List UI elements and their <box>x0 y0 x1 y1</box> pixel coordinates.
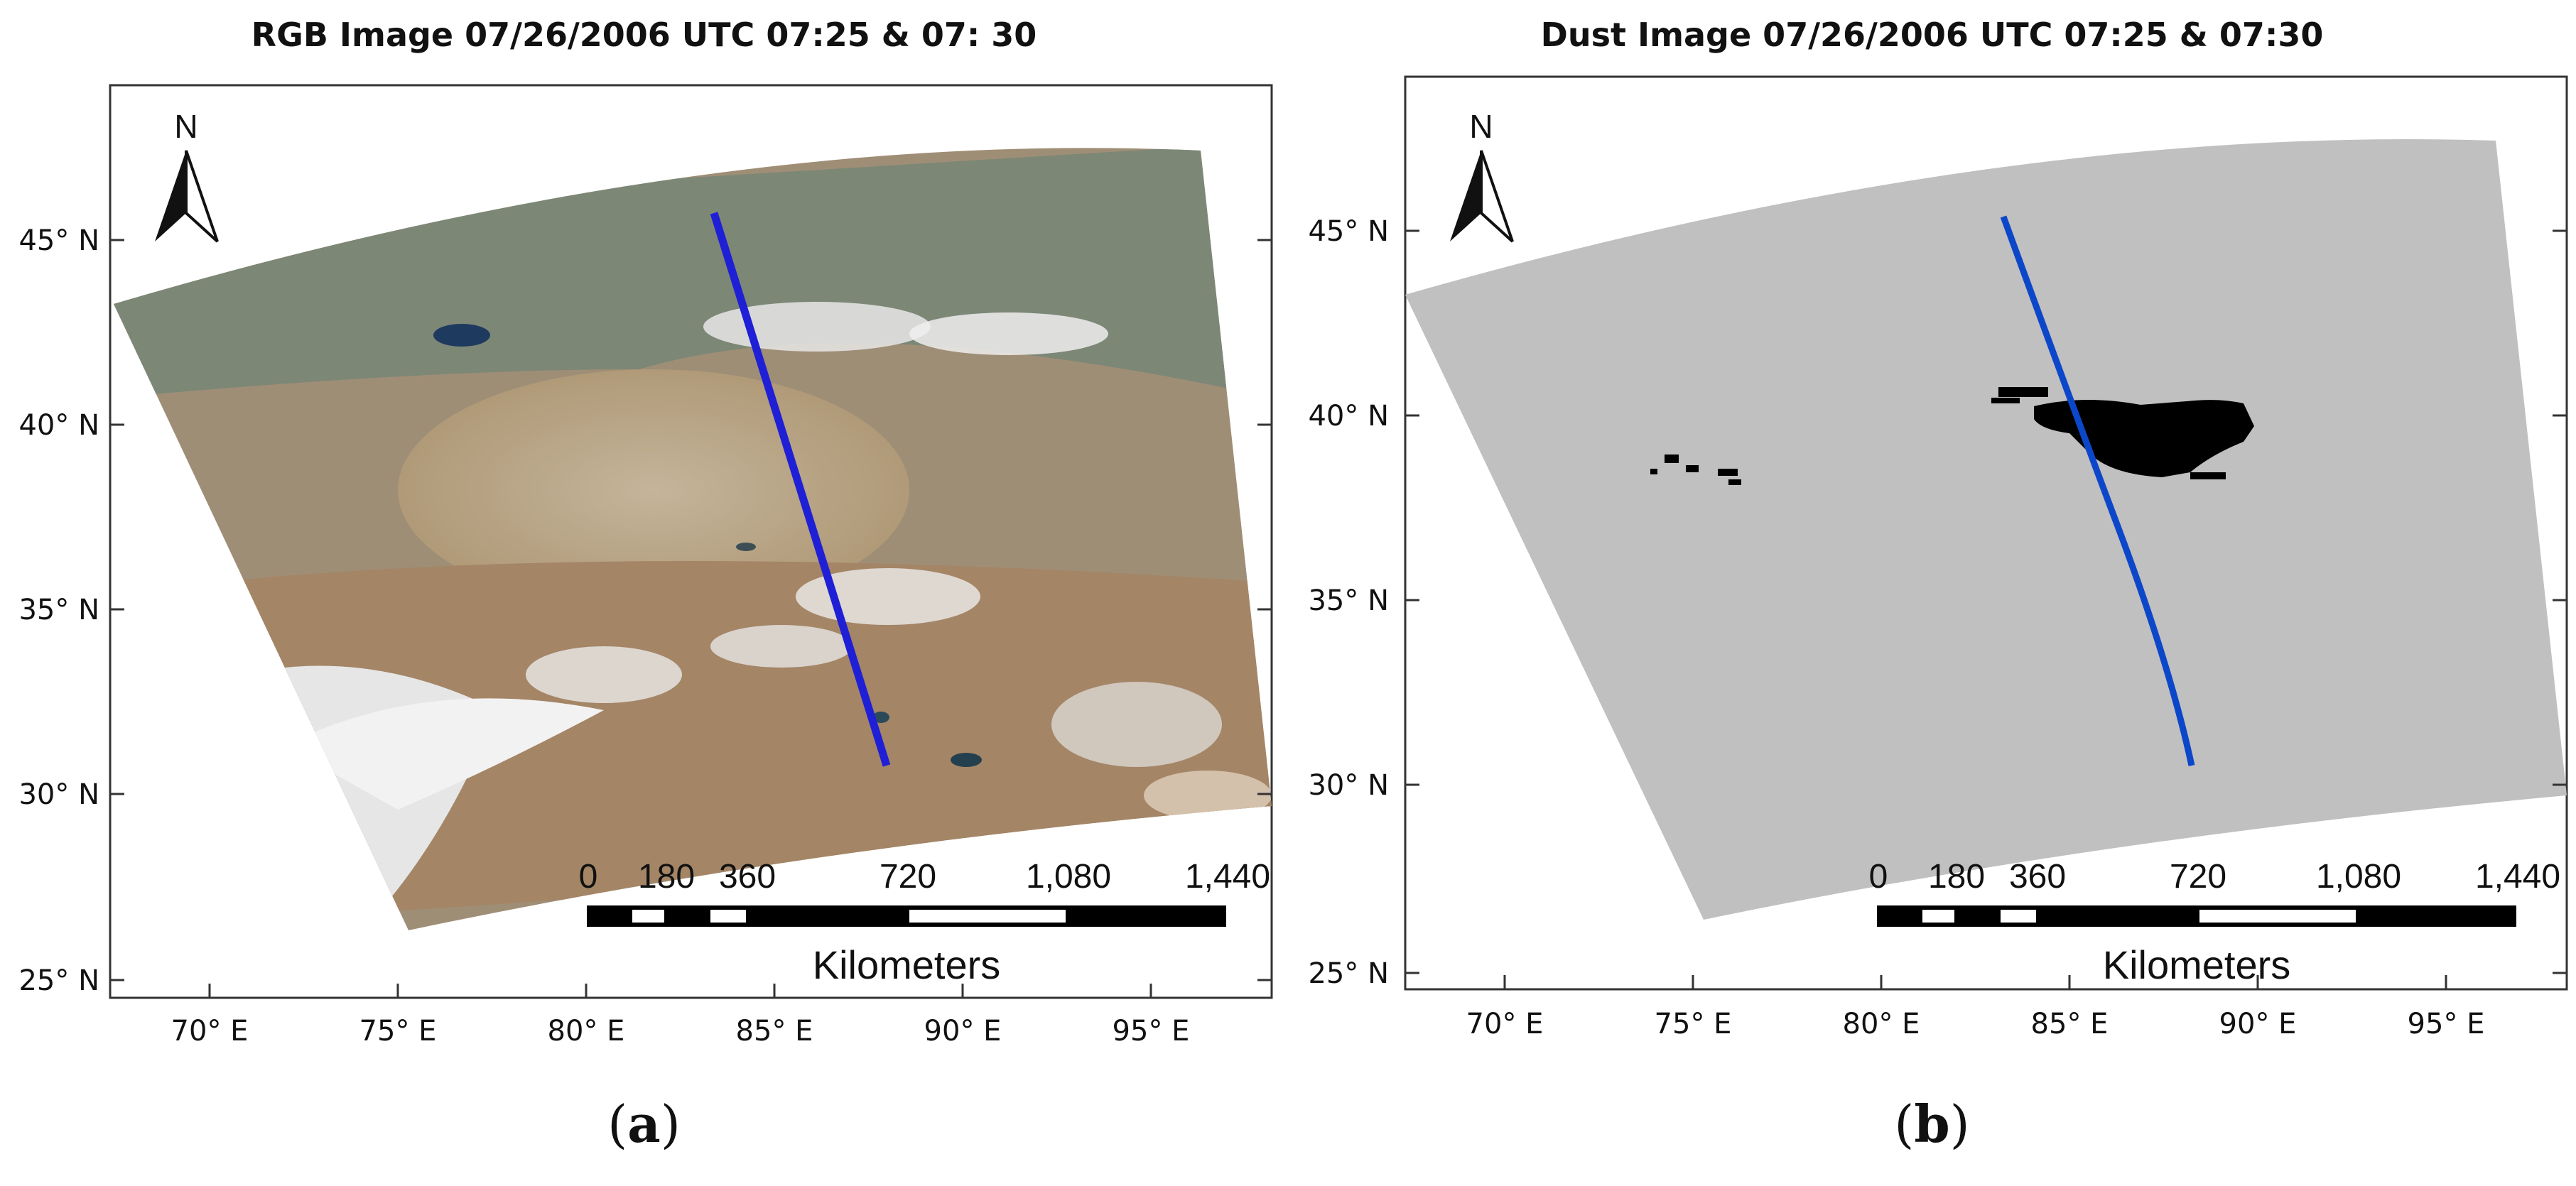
lat-label: 25° N <box>18 964 99 997</box>
scale-label: 180 <box>1928 858 1985 896</box>
lon-label: 70° E <box>171 1015 249 1048</box>
scale-label: 1,080 <box>1026 858 1111 896</box>
lat-label: 35° N <box>1308 584 1389 617</box>
lat-label: 35° N <box>18 594 99 626</box>
rgb-swath <box>114 148 1272 930</box>
rgb-map: N 25° N 30° N 35° N 40° N 45° N 70° E <box>18 84 1273 1048</box>
scale-unit: Kilometers <box>2103 942 2291 987</box>
scale-label: 360 <box>719 858 776 896</box>
dust-region <box>1650 387 2254 485</box>
north-label: N <box>174 108 197 145</box>
lat-label: 30° N <box>1308 769 1389 802</box>
panel-caption: (a) <box>607 1094 681 1154</box>
scale-label: 0 <box>1869 858 1888 896</box>
lon-label: 70° E <box>1466 1008 1544 1040</box>
dust-swath <box>1405 138 2567 920</box>
lon-label: 75° E <box>359 1015 437 1048</box>
scale-label: 0 <box>579 858 598 896</box>
panel-a: RGB Image 07/26/2006 UTC 07:25 & 07: 30 <box>18 16 1273 1154</box>
panel-b: Dust Image 07/26/2006 UTC 07:25 & 07:30 … <box>1288 0 2576 1186</box>
scale-label: 720 <box>880 858 936 896</box>
scale-unit: Kilometers <box>813 942 1001 987</box>
north-arrow-icon <box>1450 150 1514 243</box>
scale-label: 720 <box>2170 858 2226 896</box>
lat-label: 40° N <box>1308 400 1389 432</box>
scale-label: 360 <box>2009 858 2066 896</box>
lon-label: 75° E <box>1655 1008 1732 1040</box>
lon-label: 80° E <box>1843 1008 1920 1040</box>
lon-label: 90° E <box>2219 1008 2297 1040</box>
dust-map: N 25° N 30° N 35° N 40° N 45° N 70° E <box>1308 75 2568 1040</box>
lon-label: 85° E <box>736 1015 813 1048</box>
lon-label: 95° E <box>1113 1015 1190 1048</box>
lat-label: 45° N <box>1308 215 1389 248</box>
scale-label: 1,080 <box>2316 858 2401 896</box>
lon-label: 90° E <box>924 1015 1002 1048</box>
satellite-track <box>2000 215 2195 766</box>
panel-caption: (b) <box>1894 1094 1970 1154</box>
scale-bar <box>587 905 1226 927</box>
scale-label: 180 <box>638 858 695 896</box>
lon-label: 80° E <box>548 1015 625 1048</box>
lat-label: 30° N <box>18 778 99 811</box>
scale-label: 1,440 <box>1185 858 1270 896</box>
north-arrow-icon <box>155 150 219 243</box>
panel-title: RGB Image 07/26/2006 UTC 07:25 & 07: 30 <box>251 16 1037 54</box>
lon-label: 95° E <box>2408 1008 2485 1040</box>
lat-label: 40° N <box>18 409 99 442</box>
lat-label: 25° N <box>1308 957 1389 990</box>
lat-label: 45° N <box>18 224 99 257</box>
satellite-track <box>710 212 891 767</box>
north-label: N <box>1469 108 1493 145</box>
panel-title: Dust Image 07/26/2006 UTC 07:25 & 07:30 <box>1540 16 2324 54</box>
scale-bar <box>1877 905 2516 927</box>
scale-label: 1,440 <box>2475 858 2560 896</box>
lon-label: 85° E <box>2031 1008 2109 1040</box>
